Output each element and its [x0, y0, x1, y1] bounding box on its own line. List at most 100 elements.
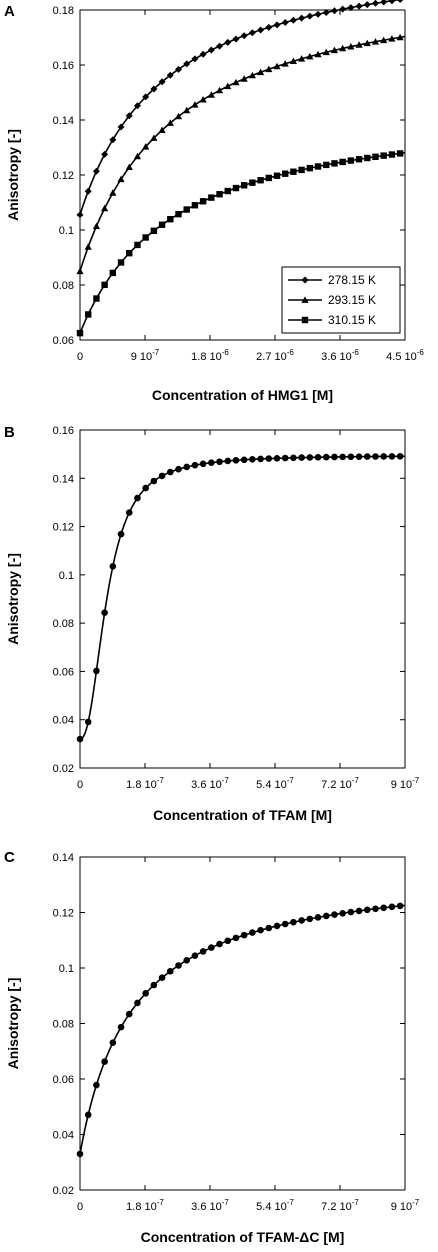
data-point	[265, 23, 273, 31]
data-point	[199, 50, 207, 58]
data-point	[84, 1111, 92, 1119]
data-point	[314, 914, 322, 921]
data-point	[290, 454, 297, 462]
data-point	[306, 454, 314, 461]
series-278-15-K	[76, 0, 404, 219]
data-point	[133, 152, 142, 160]
data-point	[109, 189, 117, 196]
data-point	[207, 91, 215, 98]
data-point	[85, 311, 92, 318]
data-point	[134, 494, 141, 502]
data-point	[109, 1039, 117, 1047]
x-tick-label: 1.8 10-7	[126, 1198, 164, 1213]
x-tick-exponent: -7	[222, 776, 230, 785]
data-point	[273, 172, 281, 179]
data-point	[273, 922, 281, 930]
plot-frame	[79, 856, 406, 1191]
data-point	[101, 150, 109, 158]
data-point	[396, 33, 404, 41]
data-point	[363, 1, 371, 9]
y-tick-label: 0.06	[53, 666, 74, 678]
y-tick-label: 0.12	[53, 170, 74, 182]
series-293-15-K	[76, 33, 406, 275]
data-point	[125, 1010, 133, 1018]
data-point	[232, 934, 240, 942]
data-point	[84, 243, 92, 250]
data-point	[290, 168, 297, 175]
fit-curve	[79, 35, 406, 272]
data-point	[396, 150, 404, 157]
data-point	[93, 667, 100, 675]
data-point	[175, 465, 182, 473]
y-tick-label: 0.02	[53, 1185, 74, 1197]
data-point	[191, 55, 199, 63]
y-tick-label: 0.04	[53, 1130, 74, 1142]
data-point	[347, 43, 355, 50]
data-point	[363, 906, 371, 914]
data-point	[298, 14, 306, 22]
x-tick-exponent: -6	[417, 348, 425, 357]
x-axis-label: Concentration of TFAM-ΔC [M]	[141, 1229, 345, 1245]
data-point	[199, 96, 207, 103]
data-point	[314, 163, 322, 170]
data-point	[224, 38, 232, 46]
data-point	[224, 187, 231, 195]
data-point	[339, 158, 346, 166]
data-point	[249, 179, 256, 186]
x-tick-label: 4.5 10-6	[386, 348, 424, 363]
fit-curve	[79, 455, 406, 740]
data-point	[347, 908, 355, 916]
data-point	[380, 904, 388, 912]
data-point	[380, 453, 388, 460]
data-point	[125, 163, 133, 171]
data-point	[199, 948, 207, 955]
legend-marker	[301, 296, 309, 303]
legend-entry: 310.15 K	[328, 313, 376, 327]
data-point	[224, 937, 232, 945]
data-point	[76, 329, 84, 337]
data-point	[101, 609, 108, 616]
data-point	[134, 999, 141, 1007]
data-point	[281, 920, 289, 928]
x-tick-exponent: -7	[287, 776, 295, 785]
data-point	[232, 457, 240, 464]
data-point	[380, 152, 387, 159]
data-point	[314, 10, 322, 18]
data-point	[117, 530, 125, 538]
x-tick-label: 7.2 10-7	[321, 776, 359, 791]
data-point	[101, 281, 108, 289]
data-point	[256, 68, 265, 76]
data-point	[282, 170, 289, 177]
data-point	[101, 1058, 108, 1065]
data-point	[208, 194, 215, 201]
data-point	[101, 204, 109, 212]
data-point	[388, 151, 396, 158]
data-point	[150, 477, 158, 485]
panel-letter: B	[4, 424, 15, 441]
data-point	[249, 929, 256, 936]
x-axis-label: Concentration of HMG1 [M]	[152, 387, 333, 403]
x-tick-exponent: -7	[157, 1198, 165, 1207]
data-point	[339, 44, 347, 52]
x-tick-label: 0	[77, 351, 83, 363]
data-point	[175, 210, 182, 218]
data-point	[314, 50, 322, 58]
data-point	[372, 153, 379, 160]
x-tick-label: 3.6 10-7	[191, 1198, 229, 1213]
y-tick-label: 0.08	[53, 1019, 74, 1031]
data-point	[380, 0, 388, 6]
data-point	[93, 295, 100, 302]
data-point	[273, 454, 281, 462]
data-point	[126, 249, 133, 257]
legend-marker	[301, 276, 309, 284]
data-point	[76, 267, 84, 275]
data-point	[339, 909, 346, 917]
data-point	[281, 60, 289, 67]
data-point	[371, 38, 380, 45]
y-tick-label: 0.06	[53, 1074, 74, 1086]
data-point	[117, 175, 125, 183]
data-point	[158, 126, 166, 134]
y-tick-label: 0.06	[53, 335, 74, 347]
data-point	[331, 160, 338, 167]
data-point	[175, 962, 182, 969]
